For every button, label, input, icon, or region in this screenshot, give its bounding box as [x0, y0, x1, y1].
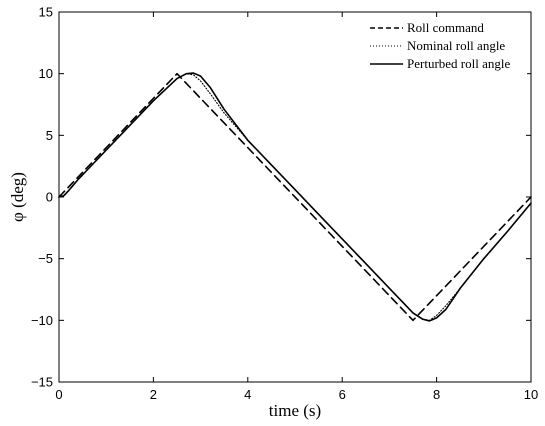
plot-frame — [58, 11, 532, 383]
y-tick-label: −5 — [38, 251, 53, 266]
x-tick-label: 2 — [150, 387, 157, 402]
y-tick-label: 5 — [46, 128, 53, 143]
y-tick-label: −10 — [31, 313, 53, 328]
x-tick-label: 4 — [244, 387, 251, 402]
legend-label-roll-command: Roll command — [407, 20, 484, 35]
y-tick-label: 15 — [39, 5, 53, 20]
legend-label-perturbed: Perturbed roll angle — [407, 56, 510, 71]
legend-box — [366, 20, 527, 78]
legend: Roll command Nominal roll angle Perturbe… — [366, 20, 527, 78]
series-line-perturbed-roll-angle — [58, 72, 532, 322]
x-tick-label: 10 — [524, 387, 538, 402]
x-tick-label: 8 — [433, 387, 440, 402]
y-tick-label: −15 — [31, 375, 53, 390]
y-tick-label: 10 — [39, 66, 53, 81]
series-line-roll-command — [58, 72, 532, 322]
y-tick-label: 0 — [46, 190, 53, 205]
x-tick-label: 6 — [339, 387, 346, 402]
x-tick-label: 0 — [55, 387, 62, 402]
x-axis-label: time (s) — [269, 401, 321, 420]
legend-label-nominal: Nominal roll angle — [407, 38, 505, 53]
series-layer — [58, 72, 532, 322]
y-axis-label: φ (deg) — [8, 172, 27, 222]
